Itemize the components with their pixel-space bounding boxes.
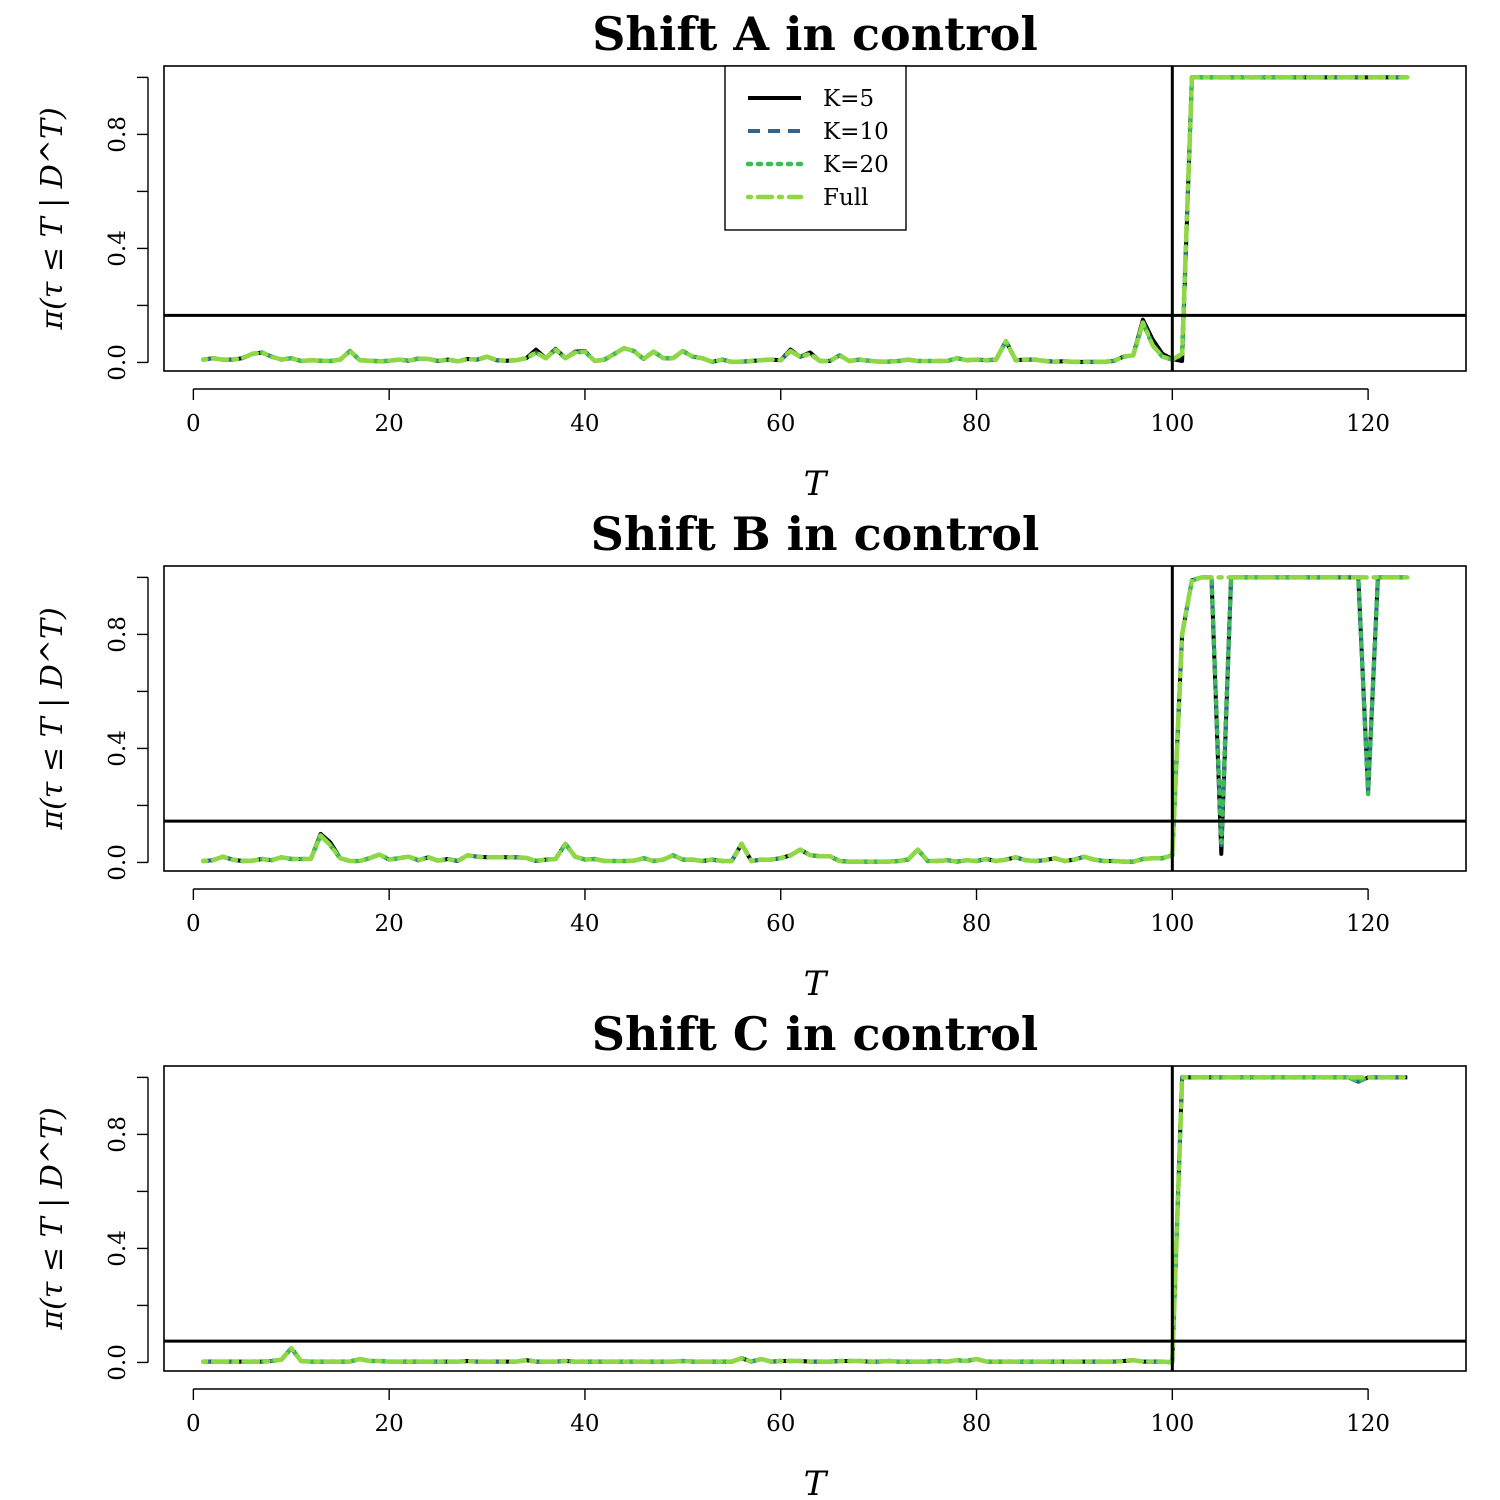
plot-area [200, 1075, 1410, 1365]
y-tick-label: 0.4 [105, 1230, 131, 1267]
y-tick-label: 0.8 [105, 1116, 131, 1153]
x-tick-label: 40 [570, 411, 599, 437]
chart-title: Shift A in control [592, 7, 1038, 61]
x-tick-label: 80 [962, 911, 991, 937]
y-axis-label: π(τ ≤ T | D^T) [35, 107, 70, 330]
chart-title: Shift B in control [591, 507, 1040, 561]
y-tick-label: 0.4 [105, 730, 131, 767]
chart-panel-3: Shift C in control 0 20 40 60 80 100 120 0.0 0.4 0… [35, 1007, 1467, 1500]
chart-panel-1: Shift A in control 0 20 40 60 80 100 120 0.0 0.4 0… [35, 7, 1467, 504]
legend-box [724, 65, 907, 231]
x-tick-label: 120 [1346, 411, 1390, 437]
y-axis-label: π(τ ≤ T | D^T) [35, 1107, 70, 1330]
series-line-full [200, 575, 1410, 864]
x-tick-label: 120 [1346, 1411, 1390, 1437]
legend: K=5 K=10 K=20 Full [724, 65, 907, 231]
x-tick-label: 0 [186, 1411, 201, 1437]
x-tick-label: 100 [1150, 1411, 1194, 1437]
x-tick-label: 40 [570, 1411, 599, 1437]
series-line-k10 [203, 1075, 1408, 1365]
x-tick-label: 60 [766, 911, 795, 937]
x-tick-label: 40 [570, 911, 599, 937]
y-tick-label: 0.8 [105, 616, 131, 653]
chart-panel-2: Shift B in control 0 20 40 60 80 100 120 0.0 0.4 0… [35, 507, 1467, 1004]
plot-area [200, 75, 1410, 365]
series-line-k5 [203, 1075, 1408, 1365]
x-axis-label: T [804, 1464, 829, 1500]
series-line-full [200, 75, 1410, 365]
x-tick-label: 20 [375, 911, 404, 937]
legend-label: Full [823, 185, 868, 211]
x-tick-label: 100 [1150, 911, 1194, 937]
legend-label: K=10 [823, 119, 889, 145]
x-tick-label: 80 [962, 1411, 991, 1437]
x-tick-label: 120 [1346, 911, 1390, 937]
y-tick-label: 0.0 [105, 1344, 131, 1381]
plot-frame [163, 1065, 1467, 1372]
y-tick-label: 0.8 [105, 116, 131, 153]
chart-title: Shift C in control [592, 1007, 1039, 1061]
x-axis-label: T [804, 464, 829, 504]
x-tick-label: 60 [766, 411, 795, 437]
x-tick-label: 0 [186, 911, 201, 937]
series-line-k10 [203, 575, 1408, 864]
series-line-k20 [200, 1075, 1410, 1365]
y-tick-label: 0.0 [105, 344, 131, 381]
x-axis-label: T [804, 964, 829, 1004]
plot-area [200, 575, 1410, 864]
plot-frame [163, 565, 1467, 872]
y-axis-label: π(τ ≤ T | D^T) [35, 607, 70, 830]
y-tick-label: 0.4 [105, 230, 131, 267]
x-tick-label: 60 [766, 1411, 795, 1437]
series-line-full [200, 1075, 1410, 1365]
x-tick-label: 100 [1150, 411, 1194, 437]
x-tick-label: 20 [375, 411, 404, 437]
x-tick-label: 0 [186, 411, 201, 437]
x-tick-label: 20 [375, 1411, 404, 1437]
legend-label: K=20 [823, 152, 889, 178]
y-tick-label: 0.0 [105, 844, 131, 881]
legend-label: K=5 [823, 86, 874, 112]
x-tick-label: 80 [962, 411, 991, 437]
